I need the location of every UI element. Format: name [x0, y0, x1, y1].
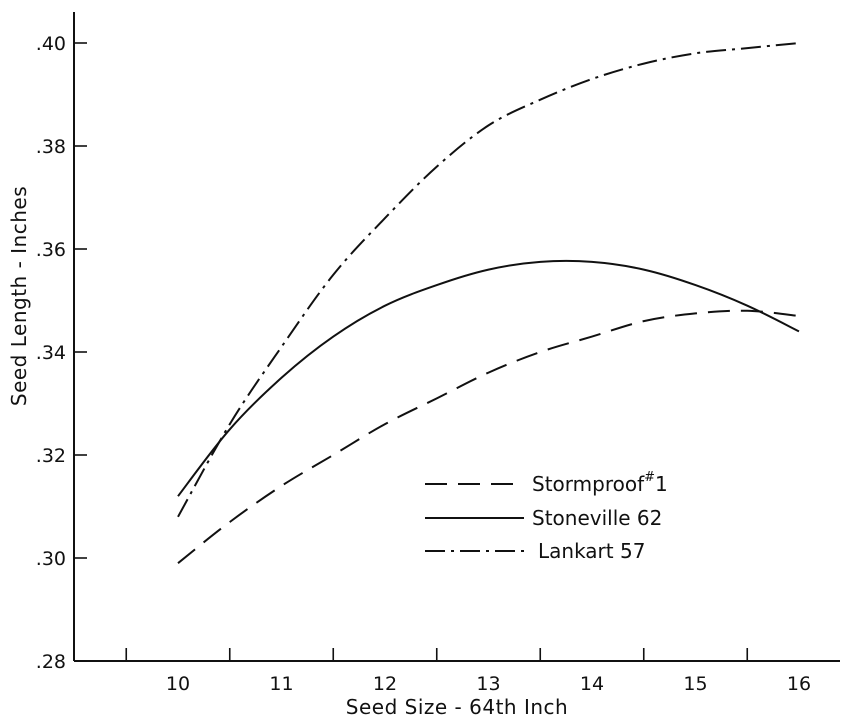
legend: Stormproof#1 Stoneville 62 Lankart 57: [425, 470, 668, 563]
legend-label-stoneville: Stoneville 62: [532, 506, 662, 530]
x-ticks: 10 11 12 13 14 15 16: [125, 648, 811, 695]
legend-label-lankart: Lankart 57: [538, 539, 645, 563]
x-tick-label: 15: [683, 673, 707, 695]
y-tick-label: .34: [36, 342, 66, 364]
x-tick-label: 16: [787, 673, 811, 695]
series-line-1: [177, 259, 800, 497]
x-tick-label: 13: [476, 673, 500, 695]
legend-item-stoneville: Stoneville 62: [425, 506, 662, 530]
y-tick-label: .28: [36, 651, 66, 673]
legend-label-stormproof: Stormproof#1: [532, 470, 668, 496]
x-tick-label: 12: [373, 673, 397, 695]
series-line-2: [177, 42, 800, 518]
y-tick-label: .38: [36, 136, 66, 158]
legend-item-stormproof: Stormproof#1: [425, 470, 668, 496]
axes: [73, 12, 840, 662]
y-axis-title: Seed Length - Inches: [7, 186, 31, 406]
legend-item-lankart: Lankart 57: [425, 539, 645, 563]
x-tick-label: 11: [269, 673, 293, 695]
y-tick-label: .32: [36, 445, 66, 467]
series-layer: [177, 42, 800, 564]
series-line-0: [177, 309, 800, 564]
x-tick-label: 14: [580, 673, 604, 695]
x-axis-title: Seed Size - 64th Inch: [346, 695, 568, 719]
y-ticks: .28 .30 .32 .34 .36 .38 .40: [36, 33, 87, 673]
y-tick-label: .30: [36, 548, 66, 570]
y-tick-label: .40: [36, 33, 66, 55]
x-tick-label: 10: [166, 673, 190, 695]
y-tick-label: .36: [36, 239, 66, 261]
